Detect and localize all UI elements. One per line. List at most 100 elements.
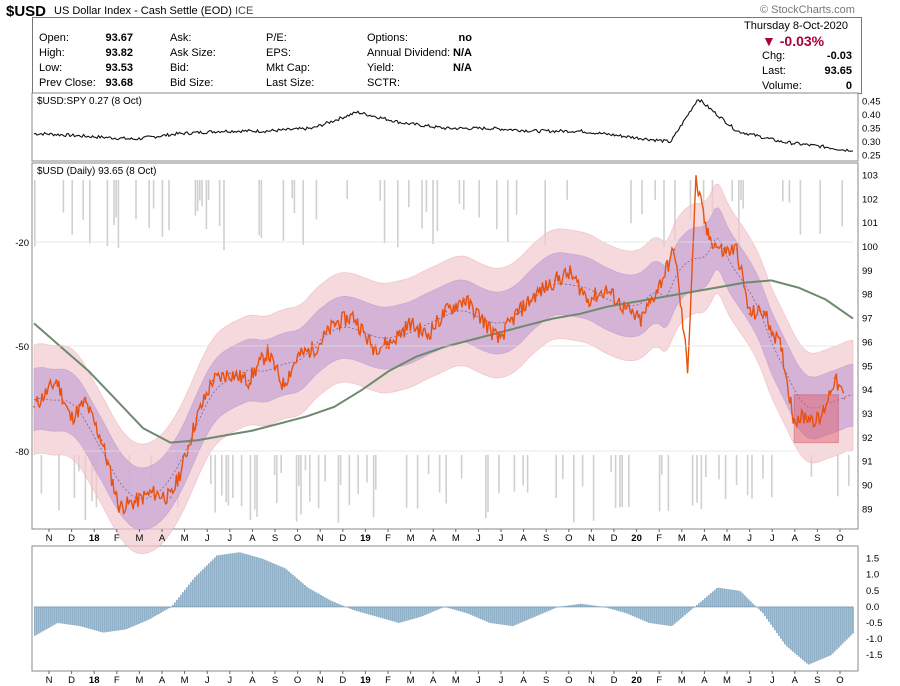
oscillator-bar (354, 606, 356, 611)
oscillator-bar (710, 593, 712, 607)
oscillator-bar (712, 591, 714, 607)
oscillator-bar (580, 603, 582, 607)
indicator-bar (375, 455, 377, 490)
price-point (282, 384, 284, 387)
oscillator-bar (88, 606, 90, 629)
oscillator-bar (510, 606, 512, 626)
indicator-bar (205, 180, 208, 230)
oscillator-x-label: A (249, 675, 256, 686)
price-point (807, 415, 810, 418)
high-label: High: (39, 47, 65, 59)
oscillator-tick-label: 0.5 (866, 586, 879, 597)
indicator-bar (62, 180, 65, 213)
indicator-bar (581, 455, 584, 487)
indicator-bar (348, 455, 351, 506)
indicator-bar (383, 180, 386, 244)
oscillator-bar (466, 606, 468, 614)
indicator-bar (630, 180, 632, 224)
oscillator-bar (340, 604, 342, 607)
oscillator-x-label: M (452, 675, 460, 686)
oscillator-bar (310, 589, 312, 607)
oscillator-bar (130, 606, 132, 628)
oscillator-x-label: J (205, 675, 210, 686)
indicator-bar (117, 180, 120, 248)
price-point (553, 279, 556, 282)
oscillator-bar (708, 594, 710, 607)
oscillator-bar (472, 606, 474, 616)
oscillator-bar (592, 605, 594, 607)
symbol-description: US Dollar Index - Cash Settle (EOD) ICE (54, 5, 253, 17)
oscillator-bar (48, 606, 50, 628)
oscillator-bar (134, 606, 136, 626)
price-tick-label: 101 (862, 218, 878, 229)
price-x-label: M (452, 533, 460, 544)
oscillator-bar (614, 606, 616, 611)
indicator-bar (458, 180, 461, 204)
oscillator-bar (478, 606, 480, 619)
price-point (180, 467, 183, 470)
low-value: 93.53 (105, 62, 133, 74)
indicator-bar (258, 180, 260, 236)
price-x-label: 18 (89, 533, 100, 544)
oscillator-bar (318, 593, 320, 607)
oscillator-bar (52, 606, 54, 626)
oscillator-bar (668, 606, 670, 626)
oscillator-bar (586, 604, 588, 607)
indicator-bar (293, 180, 296, 214)
oscillator-bar (644, 606, 646, 622)
oscillator-bar (654, 606, 656, 624)
oscillator-bar (364, 606, 366, 614)
oscillator-bar (432, 606, 434, 612)
indicator-bar (256, 455, 258, 517)
indicator-bar (740, 180, 742, 201)
oscillator-bar (486, 606, 488, 622)
oscillator-bar (312, 590, 314, 607)
oscillator-bar (496, 606, 498, 624)
indicator-bar (324, 455, 326, 482)
oscillator-tick-label: -0.5 (866, 618, 882, 629)
indicator-bar (82, 180, 84, 220)
oscillator-bar (822, 606, 824, 659)
high-value: 93.82 (105, 47, 133, 59)
oscillator-bar (666, 606, 668, 626)
indicator-bar (425, 180, 428, 212)
oscillator-bar (752, 603, 754, 607)
oscillator-bar (112, 606, 114, 632)
chart-header: $USD US Dollar Index - Cash Settle (EOD)… (0, 0, 900, 96)
oscillator-bar (336, 603, 338, 607)
oscillator-bar (408, 606, 410, 621)
oscillator-bar (254, 556, 256, 607)
oscillator-bar (92, 606, 94, 630)
oscillator-bar (730, 589, 732, 607)
oscillator-bar (96, 606, 98, 631)
oscillator-bar (234, 552, 236, 607)
oscillator-bar (500, 606, 502, 625)
oscillator-bar (42, 606, 44, 632)
price-point (229, 372, 232, 375)
oscillator-bar (268, 561, 270, 607)
price-tick-label: 100 (862, 242, 878, 253)
oscillator-x-label: N (317, 675, 324, 686)
moving-average-line (33, 279, 854, 444)
oscillator-bar (702, 599, 704, 607)
price-x-label: M (407, 533, 415, 544)
oscillator-bar (152, 606, 154, 618)
oscillator-x-label: M (678, 675, 686, 686)
indicator-bar (555, 455, 557, 499)
indicator-bar (573, 455, 575, 523)
indicator-bar (751, 455, 753, 499)
oscillator-x-label: J (499, 675, 504, 686)
indicator-bar (115, 180, 117, 218)
oscillator-bar (296, 578, 298, 607)
oscillator-tick-label: -1.5 (866, 650, 882, 661)
oscillator-bar (764, 606, 766, 617)
oscillator-bar (228, 553, 230, 607)
oscillator-bar (292, 574, 294, 607)
oscillator-bar (738, 590, 740, 607)
price-x-label: A (520, 533, 527, 544)
indicator-bar (788, 180, 791, 203)
price-x-label: 20 (631, 533, 642, 544)
oscillator-bar (208, 563, 210, 607)
oscillator-bar (428, 606, 430, 614)
oscillator-bar (70, 606, 72, 625)
